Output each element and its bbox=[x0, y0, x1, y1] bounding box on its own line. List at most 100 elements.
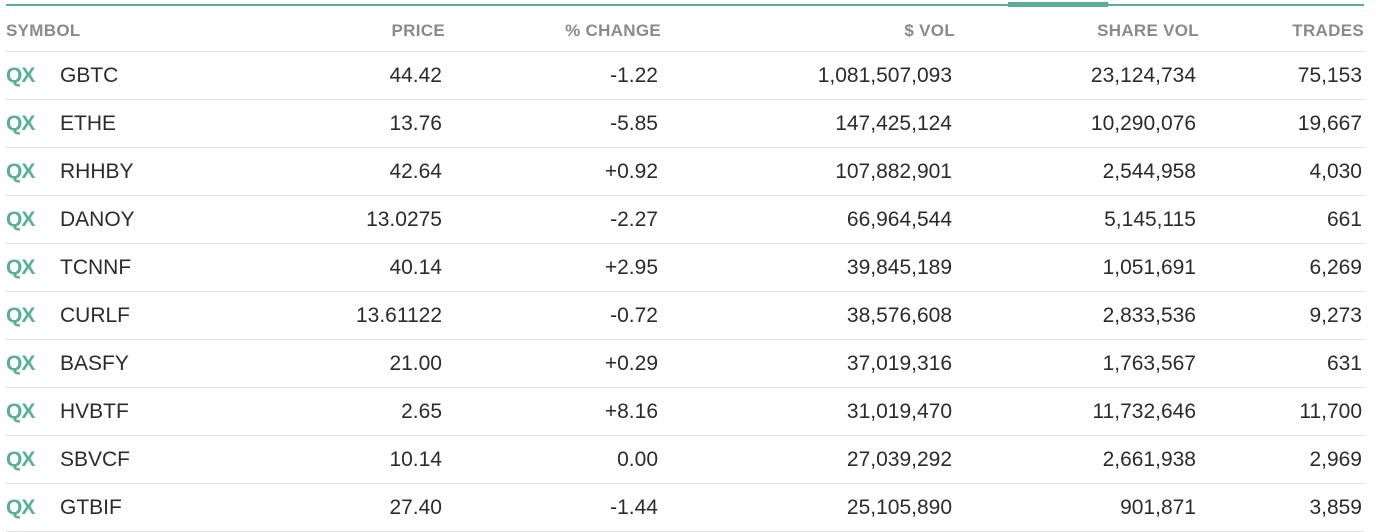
active-tab-indicator bbox=[1008, 2, 1108, 7]
dollar-vol-cell: 38,576,608 bbox=[846, 303, 952, 327]
dollar-vol-cell: 25,105,890 bbox=[846, 495, 952, 519]
symbol-link[interactable]: HVBTF bbox=[60, 399, 129, 423]
symbol-cell: QX TCNNF bbox=[6, 244, 306, 291]
share-vol-cell: 11,732,646 bbox=[1092, 399, 1196, 423]
price-cell: 42.64 bbox=[389, 159, 442, 183]
dollar-vol-cell: 66,964,544 bbox=[846, 207, 952, 231]
price-cell: 2.65 bbox=[401, 399, 442, 423]
table-row: QX HVBTF 2.65 +8.16 31,019,470 11,732,646 11,7… bbox=[6, 388, 1364, 436]
share-vol-cell: 5,145,115 bbox=[1104, 207, 1196, 231]
symbol-link[interactable]: SBVCF bbox=[60, 447, 131, 471]
symbol-link[interactable]: GTBIF bbox=[60, 495, 122, 519]
table-top-border bbox=[6, 4, 1364, 6]
dollar-vol-cell: 1,081,507,093 bbox=[817, 63, 952, 87]
otcqx-tier-icon: QX bbox=[6, 63, 35, 87]
symbol-cell: QX GBTC bbox=[6, 52, 306, 99]
column-header-price[interactable]: PRICE bbox=[391, 20, 445, 40]
table-row: QX CURLF 13.61122 -0.72 38,576,608 2,833,536 9… bbox=[6, 292, 1364, 340]
change-cell: -0.72 bbox=[610, 303, 658, 327]
dollar-vol-cell: 27,039,292 bbox=[846, 447, 952, 471]
price-cell: 13.0275 bbox=[366, 207, 442, 231]
table-row: QX ETHE 13.76 -5.85 147,425,124 10,290,076 19,… bbox=[6, 100, 1364, 148]
price-cell: 44.42 bbox=[389, 63, 442, 87]
otcqx-tier-icon: QX bbox=[6, 495, 35, 519]
share-vol-cell: 2,661,938 bbox=[1102, 447, 1196, 471]
symbol-link[interactable]: BASFY bbox=[60, 351, 129, 375]
symbol-cell: QX SBVCF bbox=[6, 436, 306, 483]
change-cell: -1.44 bbox=[610, 495, 658, 519]
symbol-cell: QX ETHE bbox=[6, 100, 306, 147]
symbol-cell: QX BASFY bbox=[6, 340, 306, 387]
share-vol-cell: 23,124,734 bbox=[1090, 63, 1196, 87]
table-row: QX GTBIF 27.40 -1.44 25,105,890 901,871 3,859 bbox=[6, 484, 1364, 532]
change-cell: 0.00 bbox=[617, 447, 658, 471]
table-row: QX BASFY 21.00 +0.29 37,019,316 1,763,567 631 bbox=[6, 340, 1364, 388]
trades-cell: 4,030 bbox=[1309, 159, 1362, 183]
trades-cell: 6,269 bbox=[1309, 255, 1362, 279]
symbol-cell: QX RHHBY bbox=[6, 148, 306, 195]
change-cell: -5.85 bbox=[610, 111, 658, 135]
price-cell: 40.14 bbox=[389, 255, 442, 279]
dollar-vol-cell: 37,019,316 bbox=[846, 351, 952, 375]
otcqx-tier-icon: QX bbox=[6, 159, 35, 183]
dollar-vol-cell: 31,019,470 bbox=[846, 399, 952, 423]
trades-cell: 2,969 bbox=[1309, 447, 1362, 471]
table-row: QX TCNNF 40.14 +2.95 39,845,189 1,051,691 6,26… bbox=[6, 244, 1364, 292]
symbol-link[interactable]: GBTC bbox=[60, 63, 119, 87]
otcqx-tier-icon: QX bbox=[6, 399, 35, 423]
symbol-link[interactable]: ETHE bbox=[60, 111, 117, 135]
symbol-cell: QX HVBTF bbox=[6, 388, 306, 435]
change-cell: +0.29 bbox=[604, 351, 658, 375]
change-cell: +2.95 bbox=[604, 255, 658, 279]
table-row: QX GBTC 44.42 -1.22 1,081,507,093 23,124,734 7… bbox=[6, 52, 1364, 100]
price-cell: 13.61122 bbox=[355, 303, 442, 327]
symbol-cell: QX CURLF bbox=[6, 292, 306, 339]
dollar-vol-cell: 147,425,124 bbox=[835, 111, 952, 135]
otcqx-tier-icon: QX bbox=[6, 351, 35, 375]
symbol-cell: QX DANOY bbox=[6, 196, 306, 243]
column-header-symbol[interactable]: SYMBOL bbox=[6, 20, 81, 40]
table-row: QX RHHBY 42.64 +0.92 107,882,901 2,544,958 4,0… bbox=[6, 148, 1364, 196]
otcqx-tier-icon: QX bbox=[6, 303, 35, 327]
table-body: QX GBTC 44.42 -1.22 1,081,507,093 23,124,734 7… bbox=[6, 52, 1364, 532]
column-header-share-vol[interactable]: SHARE VOL bbox=[1097, 20, 1199, 40]
share-vol-cell: 10,290,076 bbox=[1090, 111, 1196, 135]
otcqx-tier-icon: QX bbox=[6, 111, 35, 135]
trades-cell: 19,667 bbox=[1297, 111, 1362, 135]
symbol-link[interactable]: RHHBY bbox=[60, 159, 134, 183]
trades-cell: 75,153 bbox=[1297, 63, 1362, 87]
trades-cell: 631 bbox=[1326, 351, 1362, 375]
symbol-link[interactable]: TCNNF bbox=[60, 255, 132, 279]
symbol-cell: QX GTBIF bbox=[6, 484, 306, 531]
share-vol-cell: 901,871 bbox=[1120, 495, 1196, 519]
price-cell: 27.40 bbox=[389, 495, 442, 519]
share-vol-cell: 1,051,691 bbox=[1102, 255, 1196, 279]
share-vol-cell: 1,763,567 bbox=[1102, 351, 1196, 375]
change-cell: +8.16 bbox=[604, 399, 658, 423]
change-cell: -1.22 bbox=[610, 63, 658, 87]
trades-cell: 11,700 bbox=[1299, 399, 1362, 423]
otcqx-tier-icon: QX bbox=[6, 255, 35, 279]
column-header-trades[interactable]: TRADES bbox=[1292, 20, 1364, 40]
column-header-dollar-vol[interactable]: $ VOL bbox=[904, 20, 955, 40]
change-cell: +0.92 bbox=[604, 159, 658, 183]
trades-cell: 661 bbox=[1326, 207, 1362, 231]
price-cell: 13.76 bbox=[389, 111, 442, 135]
price-cell: 10.14 bbox=[389, 447, 442, 471]
table-row: QX DANOY 13.0275 -2.27 66,964,544 5,145,115 66… bbox=[6, 196, 1364, 244]
dollar-vol-cell: 39,845,189 bbox=[846, 255, 952, 279]
trades-cell: 3,859 bbox=[1309, 495, 1362, 519]
table-row: QX SBVCF 10.14 0.00 27,039,292 2,661,938 2,969 bbox=[6, 436, 1364, 484]
most-active-table: SYMBOL PRICE % CHANGE $ VOL SHARE VOL TR… bbox=[6, 6, 1364, 532]
change-cell: -2.27 bbox=[610, 207, 658, 231]
symbol-link[interactable]: DANOY bbox=[60, 207, 135, 231]
column-header-change[interactable]: % CHANGE bbox=[565, 20, 661, 40]
symbol-link[interactable]: CURLF bbox=[60, 303, 131, 327]
otcqx-tier-icon: QX bbox=[6, 447, 35, 471]
share-vol-cell: 2,544,958 bbox=[1102, 159, 1196, 183]
share-vol-cell: 2,833,536 bbox=[1102, 303, 1196, 327]
trades-cell: 9,273 bbox=[1309, 303, 1362, 327]
dollar-vol-cell: 107,882,901 bbox=[835, 159, 952, 183]
table-header: SYMBOL PRICE % CHANGE $ VOL SHARE VOL TR… bbox=[6, 6, 1364, 52]
otcqx-tier-icon: QX bbox=[6, 207, 35, 231]
